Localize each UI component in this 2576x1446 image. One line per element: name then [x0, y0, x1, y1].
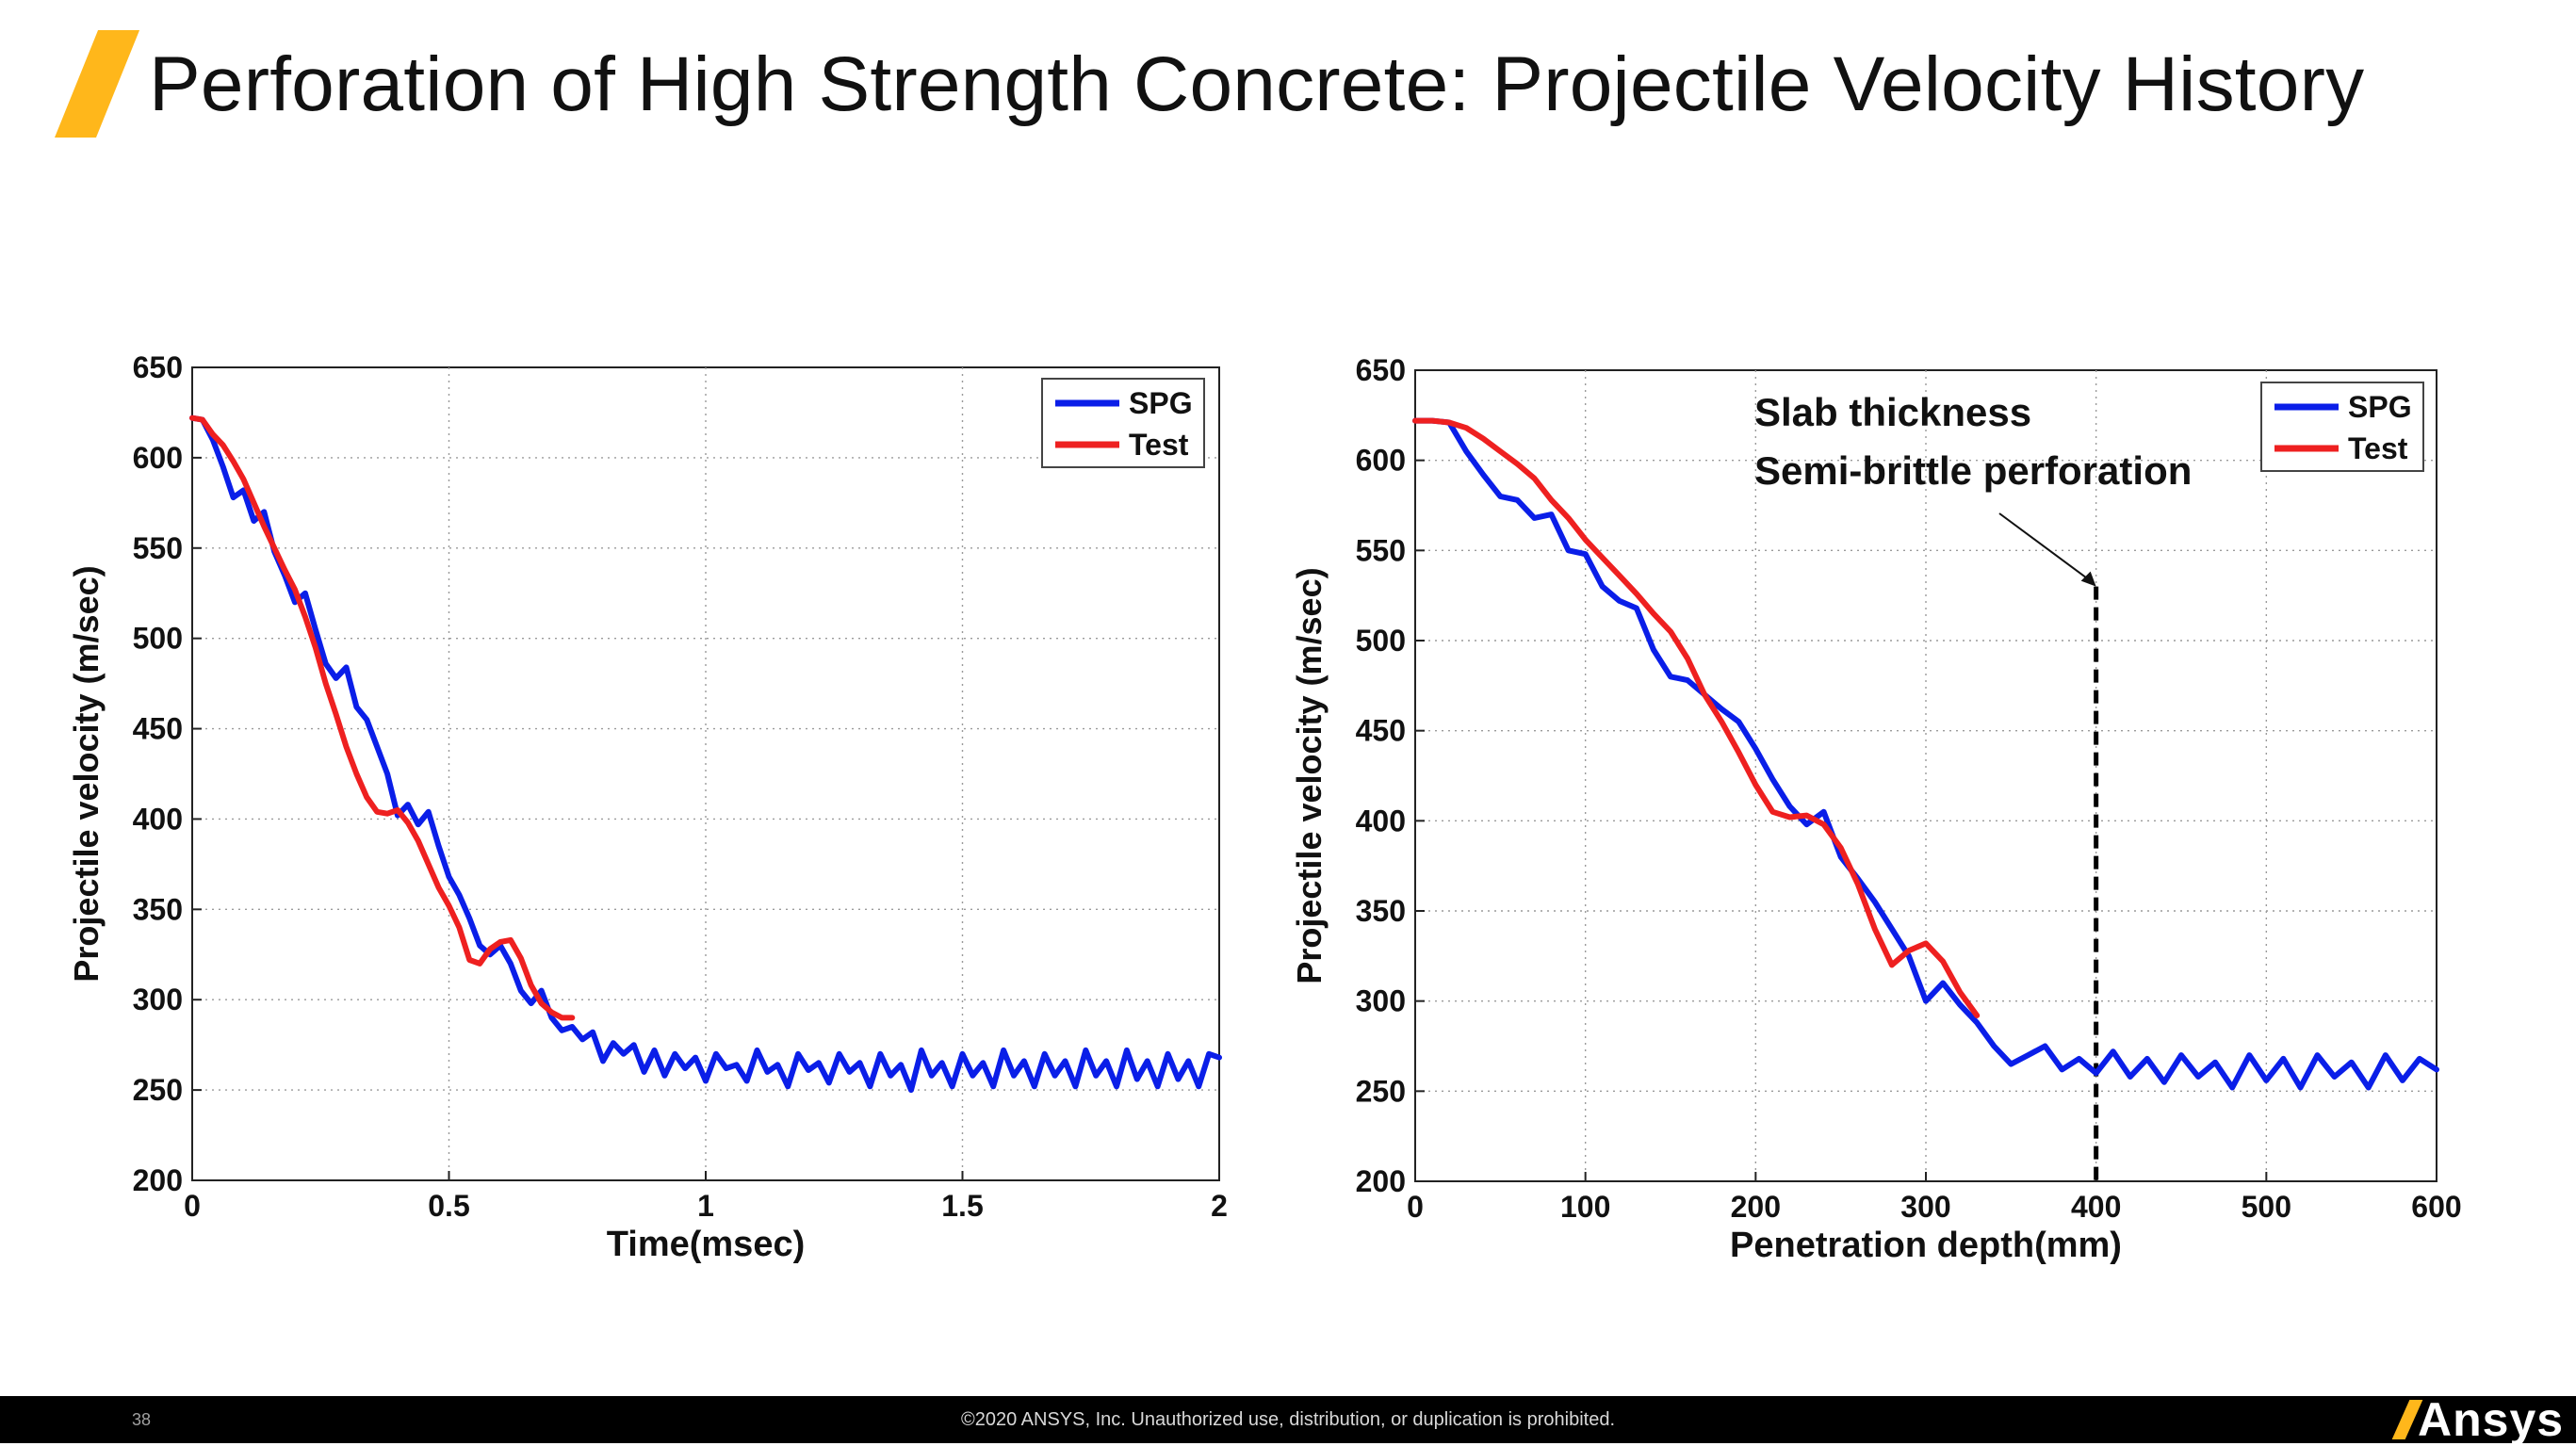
x-tick-label: 300 [1900, 1190, 1950, 1224]
x-tick-label: 1 [697, 1189, 714, 1223]
copyright-notice: ©2020 ANSYS, Inc. Unauthorized use, dist… [960, 1409, 1616, 1430]
y-tick-label: 650 [133, 350, 183, 384]
y-tick-label: 550 [1356, 533, 1406, 567]
y-tick-label: 600 [1356, 444, 1406, 478]
series-line-spg [189, 414, 1222, 1094]
y-tick-label: 350 [133, 892, 183, 926]
annotation-text: Semi-brittle perforation [1754, 448, 2192, 493]
y-tick-label: 300 [1356, 984, 1406, 1018]
velocity-charts: 0 0.5 1 1.5 2 200 250 300 350 400 450 500 550 600 650 T… [67, 350, 2462, 1265]
y-tick-label: 450 [1356, 714, 1406, 748]
legend-label-test: Test [1129, 428, 1189, 462]
chart-1: 0 0.5 1 1.5 2 200 250 300 350 400 450 500 550 600 650 T… [67, 350, 1228, 1264]
series-line-test [1412, 417, 1981, 1018]
plot-area [191, 366, 1220, 1181]
y-tick-label: 200 [1356, 1164, 1406, 1198]
x-tick-label: 0.5 [428, 1189, 469, 1223]
series-line-test [189, 414, 576, 1021]
y-tick-label: 500 [133, 622, 183, 656]
y-tick-label: 400 [133, 802, 183, 836]
y-tick-label: 550 [133, 531, 183, 565]
y-tick-label: 600 [133, 441, 183, 475]
legend-label-spg: SPG [2348, 390, 2412, 424]
annotation-arrowhead [2080, 571, 2096, 587]
chart-2: 0 100 200 300 400 500 600 200 250 300 350 400 450 500… [1290, 353, 2462, 1265]
x-tick-label: 200 [1731, 1190, 1781, 1224]
x-tick-label: 400 [2071, 1190, 2121, 1224]
y-axis-label: Projectile velocity (m/sec) [67, 565, 106, 982]
x-tick-label: 100 [1560, 1190, 1610, 1224]
x-axis-label: Time(msec) [607, 1225, 806, 1264]
legend-box [2260, 382, 2424, 472]
y-tick-label: 350 [1356, 894, 1406, 928]
y-tick-label: 250 [133, 1073, 183, 1107]
footer-bar: 38 ©2020 ANSYS, Inc. Unauthorized use, d… [0, 1396, 2576, 1443]
x-axis-label: Penetration depth(mm) [1730, 1226, 2122, 1265]
y-tick-label: 450 [133, 712, 183, 746]
annotation-text: Slab thickness [1754, 390, 2031, 434]
brand-logo: Ansys [2418, 1393, 2565, 1446]
legend-label-spg: SPG [1129, 386, 1193, 420]
x-tick-label: 0 [1407, 1190, 1424, 1224]
slide-title: Perforation of High Strength Concrete: P… [149, 41, 2365, 127]
y-tick-label: 500 [1356, 624, 1406, 658]
page-number: 38 [132, 1410, 152, 1429]
x-tick-label: 600 [2411, 1190, 2461, 1224]
y-tick-label: 200 [133, 1163, 183, 1197]
x-tick-label: 500 [2242, 1190, 2291, 1224]
y-tick-label: 650 [1356, 353, 1406, 387]
x-tick-label: 1.5 [941, 1189, 983, 1223]
y-axis-label: Projectile velocity (m/sec) [1290, 567, 1329, 983]
legend-label-test: Test [2348, 431, 2408, 465]
x-tick-label: 0 [184, 1189, 201, 1223]
series-line-spg [1412, 417, 2439, 1091]
x-tick-label: 2 [1211, 1189, 1228, 1223]
y-tick-label: 250 [1356, 1074, 1406, 1108]
annotation-arrow [1998, 512, 2092, 582]
legend-box [1041, 378, 1205, 468]
y-tick-label: 300 [133, 983, 183, 1016]
y-tick-label: 400 [1356, 804, 1406, 837]
plot-area [1414, 369, 2437, 1182]
